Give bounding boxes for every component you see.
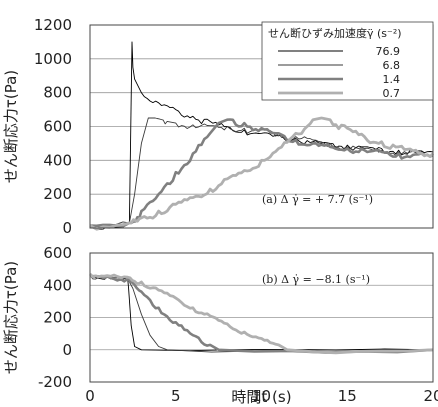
y-tick-label-a: 400 — [43, 151, 72, 169]
series-line-b-1-4 — [89, 274, 434, 354]
x-tick-label: 15 — [338, 387, 357, 405]
series-line-a-0-7 — [89, 116, 435, 231]
x-tick-label: 20 — [423, 387, 438, 405]
y-axis-label-b: せん断応力τ(Pa) — [2, 261, 20, 374]
y-tick-label-a: 1000 — [34, 50, 72, 68]
y-tick-label-b: 400 — [43, 276, 72, 294]
annotation-b: (b) Δ γ̇ = −8.1 (s⁻¹) — [262, 273, 370, 286]
y-tick-label-b: 200 — [43, 309, 72, 327]
y-tick-label-a: 1200 — [34, 16, 72, 34]
legend-label: 1.4 — [383, 73, 401, 86]
y-tick-label-a: 800 — [43, 84, 72, 102]
plot-frame-b — [89, 252, 434, 383]
y-axis-label-a: せん断応力τ(Pa) — [2, 70, 20, 183]
x-tick-label: 5 — [171, 387, 181, 405]
y-tick-label-a: 200 — [43, 185, 72, 203]
x-axis-label: 時間t (s) — [231, 388, 291, 406]
x-tick-label: 10 — [252, 387, 271, 405]
annotation-a: (a) Δ γ̇ = + 7.7 (s⁻¹) — [262, 193, 373, 206]
chart-panel-a: 0 200 400 600 800 1000 1200 せん断ひずみ加速度γ̈ (s⁻²) … — [34, 16, 435, 237]
x-tick-label: 0 — [85, 387, 95, 405]
legend-label: 6.8 — [383, 59, 401, 72]
series-line-b-0-7 — [89, 273, 434, 355]
y-tick-label-b: -200 — [38, 373, 72, 391]
legend: せん断ひずみ加速度γ̈ (s⁻²) 76.96.81.40.7 — [261, 21, 434, 101]
plot-frame-a — [89, 24, 434, 229]
y-tick-label-b: 0 — [62, 341, 72, 359]
y-tick-label-a: 600 — [43, 118, 72, 136]
legend-title: せん断ひずみ加速度γ̈ (s⁻²) — [268, 26, 402, 40]
series-line-b-76-9 — [89, 275, 434, 352]
series-line-a-76-9 — [89, 41, 434, 228]
legend-label: 76.9 — [376, 45, 401, 58]
legend-box — [261, 21, 434, 101]
legend-label: 0.7 — [383, 87, 401, 100]
series-line-b-6-8 — [89, 275, 434, 353]
chart-panel-b: -200 0 200 400 600 0 5 10 15 20 (b) Δ γ̇ = −8.1 … — [38, 244, 438, 405]
series-line-a-1-4 — [89, 118, 434, 228]
y-tick-label-b: 600 — [43, 244, 72, 262]
y-tick-label-a: 0 — [62, 219, 72, 237]
